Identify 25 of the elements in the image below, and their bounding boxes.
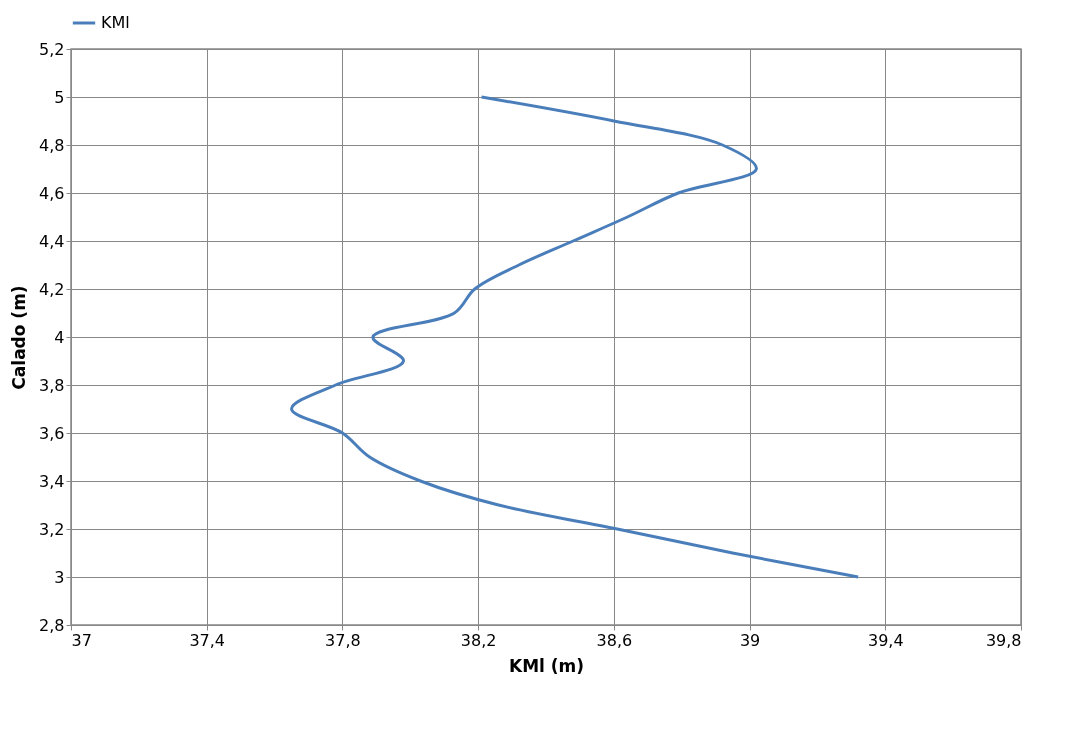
y-tick-label: 5,2 bbox=[39, 39, 65, 59]
line-series bbox=[290, 95, 860, 579]
y-tick-label: 2,8 bbox=[39, 615, 65, 635]
x-tick-label: 38,6 bbox=[596, 630, 633, 650]
x-axis-title: KMl (m) bbox=[508, 655, 585, 676]
y-tick-label: 4,6 bbox=[39, 183, 65, 203]
x-tick-label: 38,2 bbox=[460, 630, 497, 650]
y-tick-label: 4,4 bbox=[39, 231, 65, 251]
y-tick-label: 4 bbox=[54, 327, 65, 347]
y-tick-label: 3 bbox=[54, 567, 65, 587]
x-tick-label: 37,8 bbox=[325, 630, 361, 650]
y-tick-label: 3,6 bbox=[39, 423, 65, 443]
x-tick-label: 37,4 bbox=[189, 630, 226, 650]
x-tick-label: 37 bbox=[71, 630, 92, 650]
legend-label: KMl bbox=[101, 13, 130, 32]
y-tick-label: 3,2 bbox=[39, 519, 65, 539]
y-tick-label: 5 bbox=[54, 87, 65, 107]
y-tick-label: 3,4 bbox=[39, 471, 65, 491]
x-tick-label: 39,8 bbox=[985, 630, 1022, 650]
y-tick-label: 4,8 bbox=[39, 135, 65, 155]
x-tick-label: 39,4 bbox=[867, 630, 904, 650]
x-tick-label: 39 bbox=[739, 630, 761, 650]
y-tick-label: 3,8 bbox=[39, 375, 65, 395]
y-axis-title: Calado (m) bbox=[9, 285, 30, 390]
y-tick-label: 4,2 bbox=[39, 279, 65, 299]
